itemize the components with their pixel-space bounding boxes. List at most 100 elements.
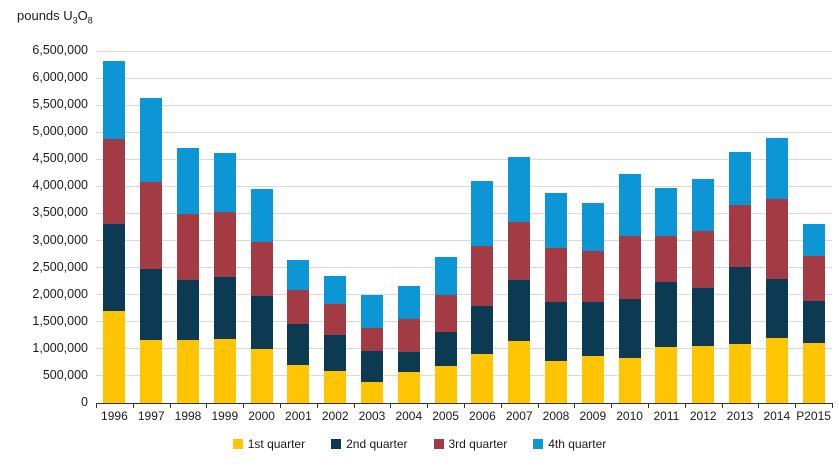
bar-2010-segment-q1	[618, 357, 641, 403]
legend-swatch-q3	[433, 439, 444, 449]
bar-2013-segment-q4	[729, 151, 751, 205]
x-axis-label: 1996	[101, 409, 128, 423]
y-axis-label: 6,000,000	[32, 70, 88, 85]
x-axis-label: 2004	[395, 409, 423, 423]
x-axis-tick	[795, 404, 797, 408]
chart-title-element: O	[77, 8, 88, 23]
bar-1996-segment-q3	[103, 139, 126, 225]
x-axis-tick	[243, 404, 245, 408]
bar-2000-segment-q3	[250, 241, 273, 296]
x-axis-tick	[353, 404, 355, 408]
x-axis-tick	[537, 404, 539, 408]
bar-2014	[765, 51, 788, 403]
x-axis-label: 1998	[174, 409, 202, 423]
y-axis-label: 5,000,000	[32, 124, 88, 139]
bar-2014-segment-q4	[765, 138, 788, 199]
bar-2001-segment-q1	[287, 365, 310, 403]
bar-1997-segment-q4	[140, 97, 163, 182]
legend-item-q2: 2nd quarter	[331, 437, 408, 451]
legend-swatch-q1	[232, 439, 243, 449]
gridline	[96, 240, 832, 242]
y-axis-label: 3,000,000	[32, 232, 88, 247]
chart-title-subscript-8: 8	[87, 15, 93, 26]
gridline	[96, 185, 832, 187]
bar-2011-segment-q2	[655, 281, 678, 348]
bar-2002	[324, 51, 347, 403]
bar-2008-segment-q3	[545, 248, 567, 303]
legend-swatch-q4	[533, 439, 544, 449]
gridline	[96, 267, 832, 269]
y-axis-label: 1,500,000	[32, 313, 88, 328]
bar-2010-segment-q3	[618, 236, 641, 300]
bar-2006-segment-q3	[471, 245, 494, 306]
bar-2010	[618, 51, 641, 403]
bar-2008-segment-q1	[545, 360, 567, 403]
bar-2005-segment-q1	[434, 366, 457, 403]
y-axis-label: 5,500,000	[32, 97, 88, 112]
x-axis-label: 2000	[248, 409, 275, 423]
legend-label-q2: 2nd quarter	[346, 437, 408, 451]
legend-label-q1: 1st quarter	[247, 437, 306, 451]
bar-2007	[508, 51, 531, 403]
x-axis-label: 2005	[432, 409, 459, 423]
bar-2014-segment-q3	[765, 198, 788, 279]
y-axis-label: 2,000,000	[32, 286, 88, 301]
x-axis-tick	[758, 404, 760, 408]
bar-2005	[434, 51, 457, 403]
bar-1998-segment-q3	[177, 214, 199, 281]
x-axis-label: 2002	[321, 409, 349, 423]
bar-2014-segment-q2	[765, 279, 788, 339]
bar-p2015	[802, 51, 825, 403]
x-axis-label: 2009	[579, 409, 607, 423]
legend: 1st quarter 2nd quarter 3rd quarter 4th qua…	[0, 437, 839, 451]
legend-label-q3: 3rd quarter	[448, 437, 508, 451]
bar-1998-segment-q4	[177, 147, 199, 215]
bar-2013-segment-q1	[729, 343, 751, 403]
bar-2008-segment-q2	[545, 302, 567, 361]
bar-2002-segment-q3	[324, 303, 347, 335]
bar-p2015-segment-q4	[802, 224, 825, 257]
bar-2006-segment-q2	[471, 305, 494, 355]
bar-2003-segment-q1	[361, 382, 383, 403]
bar-2012	[692, 51, 715, 403]
x-axis-label: 2008	[542, 409, 570, 423]
chart-title-text: pounds U	[17, 8, 73, 23]
y-axis-label: 1,000,000	[32, 340, 88, 355]
legend-label-q4: 4th quarter	[548, 437, 607, 451]
y-axis-label: 2,500,000	[32, 259, 88, 274]
bar-2001-segment-q2	[287, 323, 310, 366]
bar-1997	[140, 51, 163, 403]
x-axis-tick	[500, 404, 502, 408]
bar-2005-segment-q3	[434, 294, 457, 333]
bar-2000	[250, 51, 273, 403]
gridline	[96, 294, 832, 296]
gridline	[96, 321, 832, 323]
x-axis-tick	[427, 404, 429, 408]
legend-item-q3: 3rd quarter	[433, 437, 508, 451]
gridline	[96, 77, 832, 79]
x-axis-tick	[280, 404, 281, 408]
bar-2001-segment-q4	[287, 259, 310, 291]
bar-2013	[729, 51, 751, 403]
bar-2000-segment-q1	[250, 348, 273, 403]
x-axis-tick	[832, 404, 833, 408]
x-axis-tick	[648, 404, 649, 408]
gridline	[96, 212, 832, 214]
x-axis-label: 2010	[616, 409, 643, 423]
bar-1996-segment-q1	[103, 310, 126, 403]
bar-2006-segment-q1	[471, 354, 494, 403]
bar-1997-segment-q1	[140, 340, 163, 403]
bar-2000-segment-q4	[250, 189, 273, 242]
y-axis-label: 4,000,000	[32, 178, 88, 193]
y-axis-label: 500,000	[42, 367, 88, 382]
bar-1999-segment-q4	[213, 153, 236, 213]
legend-swatch-q2	[331, 439, 342, 449]
gridline	[96, 375, 832, 377]
bar-2005-segment-q2	[434, 332, 457, 367]
gridline	[96, 131, 832, 133]
bar-2012-segment-q3	[692, 230, 715, 288]
bar-2009-segment-q3	[581, 251, 604, 303]
x-axis-tick	[390, 404, 392, 408]
bar-1999	[213, 51, 236, 403]
